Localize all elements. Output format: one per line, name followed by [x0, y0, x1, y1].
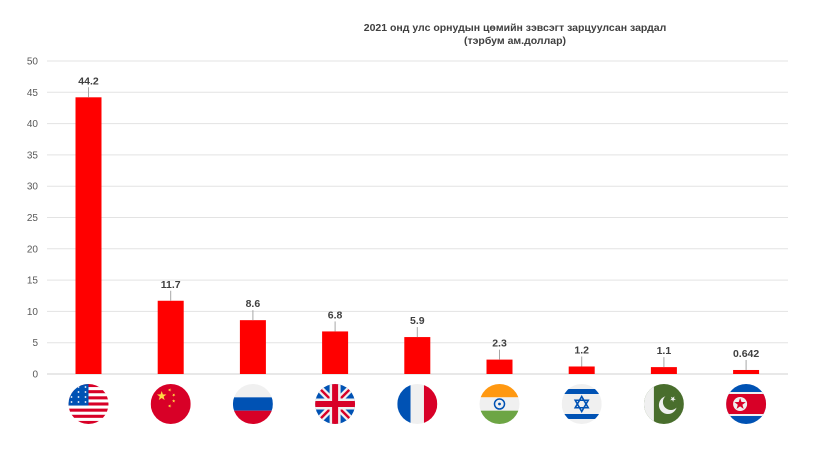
bar: [404, 337, 431, 374]
chart-title-line1: 2021 онд улс орнудын цөмийн зэвсэгт зарц…: [364, 22, 667, 34]
data-label: 1.2: [574, 344, 589, 356]
north-korea-flag-icon: [726, 384, 767, 424]
data-label: 8.6: [246, 298, 261, 310]
bar: [568, 366, 595, 374]
china-flag-icon: [150, 384, 191, 424]
bar: [239, 320, 266, 374]
pakistan-flag-icon: [643, 384, 684, 424]
russia-flag-icon: [232, 384, 273, 424]
data-label: 11.7: [161, 279, 181, 291]
data-label: 44.2: [78, 75, 99, 87]
chart-title-line2: (тэрбум ам.доллар): [464, 35, 566, 47]
y-tick-label: 5: [32, 338, 38, 349]
france-flag-icon: [397, 384, 438, 424]
data-label: 6.8: [328, 309, 343, 321]
country-flags: [68, 384, 767, 424]
y-tick-label: 30: [27, 182, 39, 193]
y-tick-label: 45: [27, 88, 39, 99]
data-label: 2.3: [492, 338, 507, 350]
data-label: 1.1: [657, 345, 672, 357]
uk-flag-icon: [315, 384, 356, 424]
bar: [157, 300, 184, 374]
y-tick-label: 15: [27, 276, 39, 287]
y-tick-label: 40: [27, 119, 39, 130]
israel-flag-icon: [561, 384, 602, 424]
bar: [733, 369, 760, 374]
y-tick-label: 35: [27, 150, 39, 161]
bar: [75, 97, 102, 375]
bar: [322, 331, 349, 374]
y-tick-label: 25: [27, 213, 39, 224]
y-tick-label: 0: [32, 370, 38, 381]
y-axis-ticks: 0 5 10 15 20 25 30 35 40 45 50: [27, 57, 39, 381]
data-label: 5.9: [410, 315, 425, 327]
y-tick-label: 10: [27, 307, 39, 318]
india-flag-icon: [479, 384, 520, 424]
data-label: 0.642: [733, 348, 759, 360]
bar: [486, 359, 513, 374]
y-tick-label: 50: [27, 57, 39, 68]
bar: [650, 367, 677, 374]
usa-flag-icon: [68, 384, 109, 424]
data-labels: 44.2 11.7 8.6 6.8 5.9 2.3 1.2 1.1 0.642: [78, 75, 759, 370]
y-tick-label: 20: [27, 244, 39, 255]
bars: [75, 97, 760, 375]
